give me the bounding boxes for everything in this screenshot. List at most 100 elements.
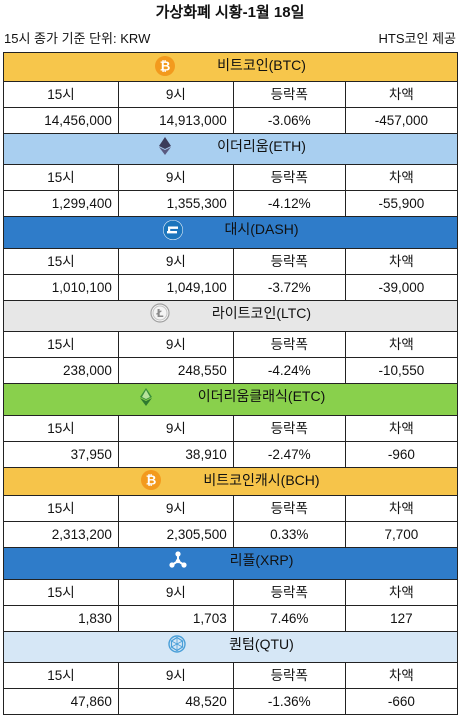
diff-value: -660 [344, 688, 459, 715]
col-15h: 15시 [3, 662, 119, 689]
col-diff: 차액 [344, 331, 459, 358]
col-change: 등락폭 [232, 331, 346, 358]
col-change: 등락폭 [232, 80, 346, 108]
basis-note: 15시 종가 기준 단위: KRW [4, 31, 151, 46]
col-9h: 9시 [117, 164, 234, 191]
column-header-row: 15시 9시 등락폭 차액 [3, 662, 459, 689]
coin-name: 이더리움클래식(ETC) [197, 388, 326, 404]
diff-value: 7,700 [344, 521, 459, 548]
col-diff: 차액 [344, 80, 459, 108]
col-diff: 차액 [344, 164, 459, 191]
col-9h: 9시 [117, 331, 234, 358]
table-row: 47,860 48,520 -1.36% -660 [3, 688, 459, 715]
coin-header-row: ₿ 비트코인캐시(BCH) [3, 466, 458, 496]
bitcoin-icon: ₿ [155, 55, 176, 76]
change-pct: -4.24% [232, 357, 346, 384]
coin-header: 대시(DASH) [3, 216, 458, 249]
column-header-row: 15시 9시 등락폭 차액 [3, 164, 459, 191]
ripple-icon [168, 550, 188, 571]
col-9h: 9시 [117, 495, 234, 522]
coin-name: 비트코인캐시(BCH) [203, 471, 320, 488]
price-15h: 14,456,000 [3, 106, 119, 134]
col-15h: 15시 [3, 247, 119, 275]
coin-header: Ł 라이트코인(LTC) [3, 299, 458, 332]
col-9h: 9시 [117, 662, 234, 689]
price-15h: 1,299,400 [3, 190, 119, 217]
col-15h: 15시 [3, 495, 119, 522]
table-row: 37,950 38,910 -2.47% -960 [3, 440, 459, 468]
qtum-icon [167, 634, 187, 654]
price-table: ₿ 비트코인(BTC) 15시 9시 등락폭 차액 14,456,000 14,… [3, 52, 459, 715]
coin-header-row: 대시(DASH) [3, 216, 458, 249]
coin-header-row: 리플(XRP) [3, 547, 458, 580]
coin-header: 퀀텀(QTU) [3, 630, 458, 663]
price-15h: 1,830 [3, 604, 119, 632]
table-row: 238,000 248,550 -4.24% -10,550 [3, 357, 459, 384]
svg-text:Ł: Ł [155, 307, 163, 320]
price-9h: 1,355,300 [117, 190, 234, 217]
col-15h: 15시 [3, 578, 119, 606]
diff-value: -55,900 [344, 190, 459, 217]
table-row: 1,830 1,703 7.46% 127 [3, 604, 459, 632]
col-9h: 9시 [117, 247, 234, 275]
change-pct: -3.72% [232, 273, 346, 301]
price-9h: 38,910 [117, 440, 234, 468]
col-15h: 15시 [3, 331, 119, 358]
col-change: 등락폭 [232, 164, 346, 191]
price-9h: 248,550 [117, 357, 234, 384]
table-row: 14,456,000 14,913,000 -3.06% -457,000 [3, 106, 459, 134]
column-header-row: 15시 9시 등락폭 차액 [3, 578, 459, 606]
diff-value: -39,000 [344, 273, 459, 301]
svg-text:₿: ₿ [160, 59, 171, 73]
column-header-row: 15시 9시 등락폭 차액 [3, 247, 459, 275]
change-pct: -2.47% [232, 440, 346, 468]
coin-header-row: ₿ 비트코인(BTC) [3, 52, 458, 82]
column-header-row: 15시 9시 등락폭 차액 [3, 80, 459, 108]
litecoin-icon: Ł [150, 303, 170, 323]
coin-header: 이더리움(ETH) [3, 132, 458, 165]
col-diff: 차액 [344, 495, 459, 522]
col-15h: 15시 [3, 80, 119, 108]
col-9h: 9시 [117, 578, 234, 606]
table-row: 1,010,100 1,049,100 -3.72% -39,000 [3, 273, 459, 301]
coin-header-row: Ł 라이트코인(LTC) [3, 299, 458, 332]
col-change: 등락폭 [232, 414, 346, 442]
coin-header: ₿ 비트코인(BTC) [3, 52, 458, 82]
col-15h: 15시 [3, 414, 119, 442]
ethereum-icon [155, 136, 175, 156]
ethereum-classic-icon [136, 387, 156, 407]
price-9h: 48,520 [117, 688, 234, 715]
col-diff: 차액 [344, 247, 459, 275]
diff-value: 127 [344, 604, 459, 632]
price-9h: 2,305,500 [117, 521, 234, 548]
col-change: 등락폭 [232, 495, 346, 522]
coin-name: 퀀텀(QTU) [229, 635, 294, 652]
provider-note: HTS코인 제공 [378, 31, 456, 46]
price-15h: 1,010,100 [3, 273, 119, 301]
diff-value: -457,000 [344, 106, 459, 134]
col-change: 등락폭 [232, 662, 346, 689]
change-pct: -4.12% [232, 190, 346, 217]
change-pct: -1.36% [232, 688, 346, 715]
bitcoin-cash-icon: ₿ [141, 470, 162, 490]
change-pct: 7.46% [232, 604, 346, 632]
coin-header-row: 퀀텀(QTU) [3, 630, 458, 663]
column-header-row: 15시 9시 등락폭 차액 [3, 495, 459, 522]
col-diff: 차액 [344, 578, 459, 606]
col-diff: 차액 [344, 414, 459, 442]
coin-name: 리플(XRP) [229, 552, 294, 568]
subheader: 15시 종가 기준 단위: KRW HTS코인 제공 [4, 30, 456, 48]
coin-header: 이더리움클래식(ETC) [3, 383, 458, 416]
table-row: 1,299,400 1,355,300 -4.12% -55,900 [3, 190, 459, 217]
coin-header: ₿ 비트코인캐시(BCH) [3, 466, 458, 496]
page-title: 가상화폐 시황-1월 18일 [155, 4, 305, 21]
price-15h: 238,000 [3, 357, 119, 384]
col-change: 등락폭 [232, 578, 346, 606]
dash-icon [162, 219, 183, 240]
svg-text:₿: ₿ [146, 474, 157, 488]
price-9h: 1,049,100 [117, 273, 234, 301]
price-15h: 37,950 [3, 440, 119, 468]
col-change: 등락폭 [232, 247, 346, 275]
diff-value: -10,550 [344, 357, 459, 384]
change-pct: 0.33% [232, 521, 346, 548]
